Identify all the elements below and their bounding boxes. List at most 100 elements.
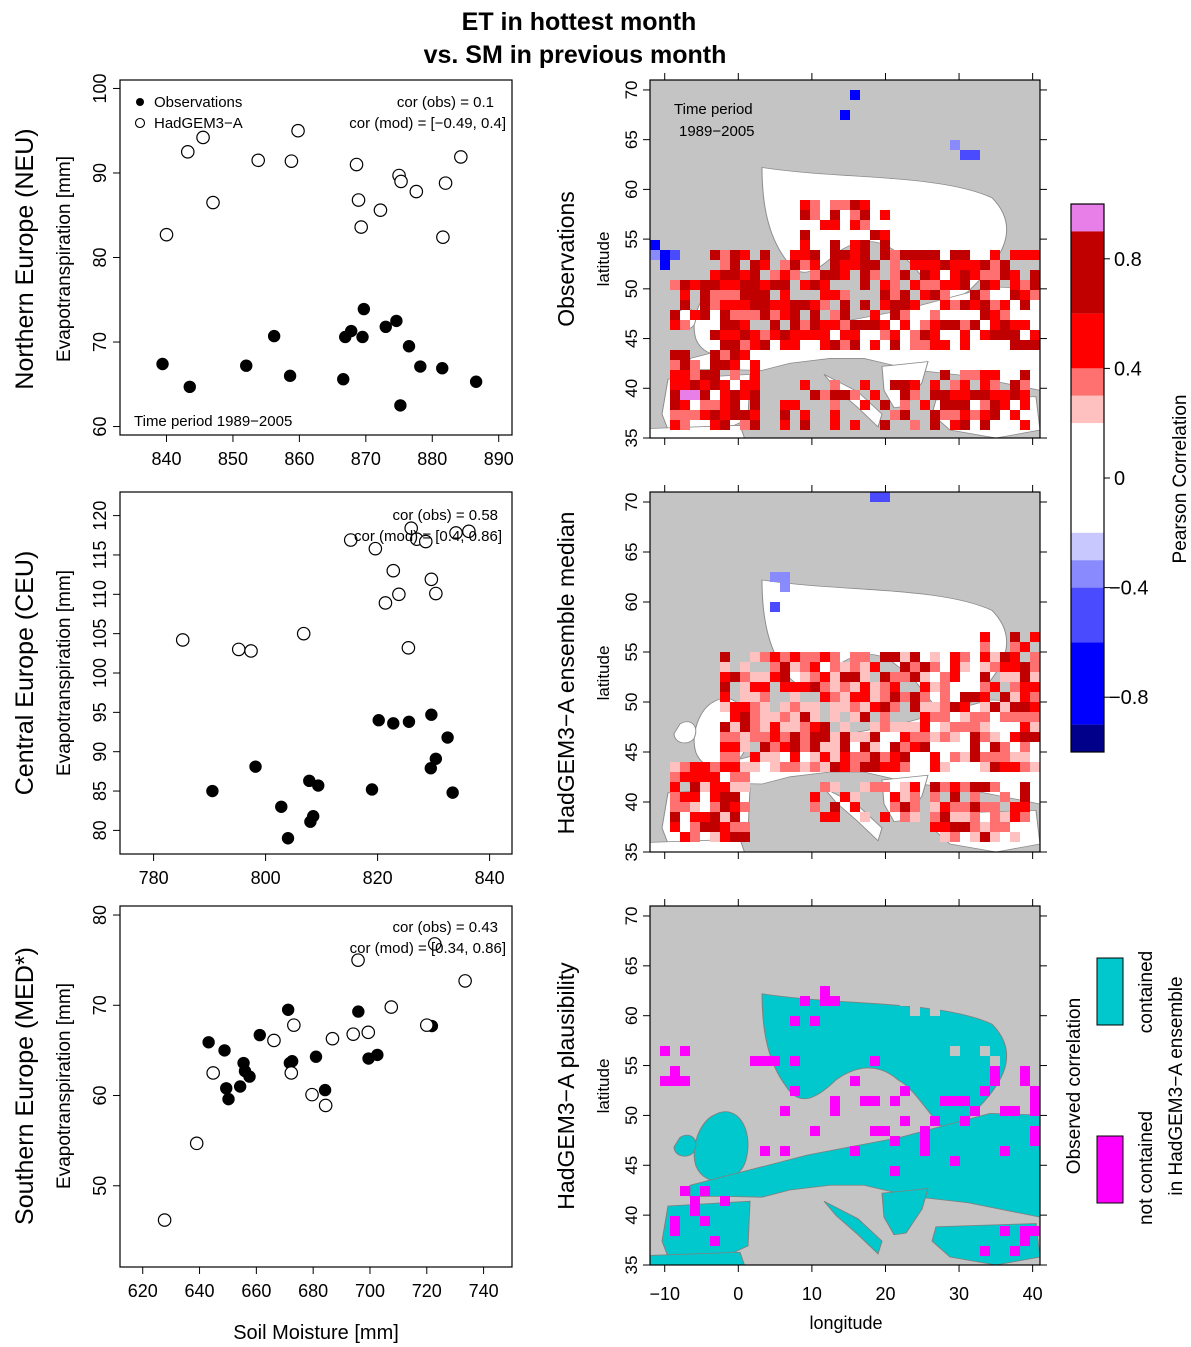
map-cell — [740, 782, 750, 792]
map-cell — [790, 310, 800, 320]
scatter-ceu-axes: 780 800 820 840 80 85 90 95 100 105 110 115 120 — [90, 501, 505, 888]
x-tick-label: 680 — [298, 1281, 328, 1301]
model-point — [244, 644, 258, 658]
map-cell — [890, 1136, 900, 1146]
map-cell — [730, 290, 740, 300]
map-cell — [950, 300, 960, 310]
scatter-neu-axes: 840 850 860 870 880 890 60 70 80 90 100 — [90, 73, 514, 469]
map-cell — [820, 752, 830, 762]
map-cell — [720, 390, 730, 400]
x-tick-label: 740 — [469, 1281, 499, 1301]
model-point — [251, 153, 265, 168]
map-cell — [750, 410, 760, 420]
map-cell — [720, 320, 730, 330]
map-cell — [770, 602, 780, 612]
observation-point — [183, 380, 196, 394]
map-cell — [980, 822, 990, 832]
map-cell — [1030, 330, 1040, 340]
map-cell — [940, 280, 950, 290]
map-cell — [710, 420, 720, 430]
map-cell — [910, 792, 920, 802]
map-cell — [830, 782, 840, 792]
figure-title-line2: vs. SM in previous month — [424, 41, 727, 69]
map-cell — [980, 1086, 990, 1096]
map-cell — [940, 290, 950, 300]
map-cell — [1000, 1146, 1010, 1156]
map-cell — [670, 822, 680, 832]
map-cell — [1030, 662, 1040, 672]
map-cell — [730, 250, 740, 260]
map-cell — [1030, 290, 1040, 300]
map-cell — [990, 250, 1000, 260]
map-cell — [830, 420, 840, 430]
map-cell — [960, 380, 970, 390]
y-tick-label: 50 — [90, 1176, 110, 1196]
map-cell — [830, 270, 840, 280]
map-cell — [1010, 712, 1020, 722]
observation-point — [283, 369, 297, 383]
map-y-tick-label: 55 — [622, 643, 641, 662]
map-cell — [930, 420, 940, 430]
map-cell — [760, 250, 770, 260]
map-cell — [970, 260, 980, 270]
map-cell — [830, 1106, 840, 1116]
map-cell — [960, 712, 970, 722]
map-cell — [950, 996, 960, 1006]
map-cell — [1010, 802, 1020, 812]
map-cell — [720, 250, 730, 260]
map-cell — [740, 410, 750, 420]
map-cell — [930, 340, 940, 350]
map-cell — [740, 722, 750, 732]
map-cell — [870, 1056, 880, 1066]
map-cell — [700, 290, 710, 300]
map-cell — [970, 290, 980, 300]
map-x-tick-label: 20 — [875, 1284, 895, 1304]
map-cell — [750, 722, 760, 732]
map-cell — [840, 290, 850, 300]
map-cell — [860, 400, 870, 410]
map-cell — [790, 270, 800, 280]
map-cell — [760, 682, 770, 692]
map-obs-ylabel: latitude — [594, 232, 613, 287]
map-cell — [1030, 1226, 1040, 1236]
map-cell — [800, 662, 810, 672]
map-cell — [870, 492, 880, 502]
map-cell — [780, 572, 790, 582]
map-cell — [680, 290, 690, 300]
map-cell — [760, 300, 770, 310]
map-cell — [720, 280, 730, 290]
model-point — [175, 633, 190, 647]
map-cell — [1020, 380, 1030, 390]
map-cell — [1030, 1126, 1040, 1136]
map-cell — [1010, 380, 1020, 390]
map-cell — [910, 280, 920, 290]
map-cell — [720, 350, 730, 360]
map-cell — [840, 310, 850, 320]
map-cell — [750, 280, 760, 290]
map-cell — [820, 280, 830, 290]
map-cell — [940, 260, 950, 270]
map-cell — [1000, 310, 1010, 320]
map-cell — [1010, 410, 1020, 420]
map-x-tick-label: 40 — [1023, 1284, 1043, 1304]
map-cell — [1000, 812, 1010, 822]
map-cell — [920, 672, 930, 682]
map-cell — [980, 400, 990, 410]
map-cell — [830, 742, 840, 752]
map-cell — [960, 400, 970, 410]
map-cell — [680, 360, 690, 370]
x-tick-label: 880 — [417, 449, 447, 469]
map-y-tick-label: 65 — [622, 543, 641, 562]
colorbar-bin — [1071, 204, 1104, 232]
map-cell — [740, 390, 750, 400]
map-cell — [980, 390, 990, 400]
map-cell — [1020, 702, 1030, 712]
map-cell — [760, 722, 770, 732]
map-cell — [950, 752, 960, 762]
observation-point — [312, 779, 325, 792]
map-cell — [830, 692, 840, 702]
map-cell — [710, 300, 720, 310]
model-point — [318, 1098, 333, 1113]
map-cell — [750, 310, 760, 320]
map-cell — [960, 822, 970, 832]
